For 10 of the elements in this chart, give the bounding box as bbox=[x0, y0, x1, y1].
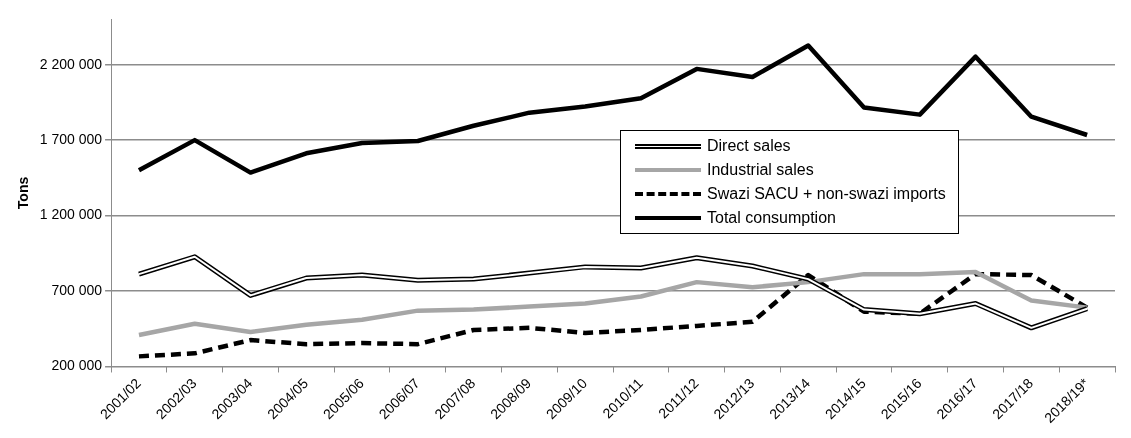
y-tick-label: 700 000 bbox=[51, 281, 103, 298]
legend-label: Direct sales bbox=[707, 136, 791, 156]
y-axis-title: Tons bbox=[15, 176, 32, 210]
y-tick-label: 1 200 000 bbox=[39, 206, 103, 223]
y-tick-label: 2 200 000 bbox=[39, 55, 103, 72]
legend-label: Industrial sales bbox=[707, 160, 814, 180]
legend-label: Total consumption bbox=[707, 208, 836, 228]
legend-label: Swazi SACU + non-swazi imports bbox=[707, 184, 946, 204]
y-tick-label: 200 000 bbox=[51, 357, 103, 374]
y-tick-label: 1 700 000 bbox=[39, 130, 103, 147]
